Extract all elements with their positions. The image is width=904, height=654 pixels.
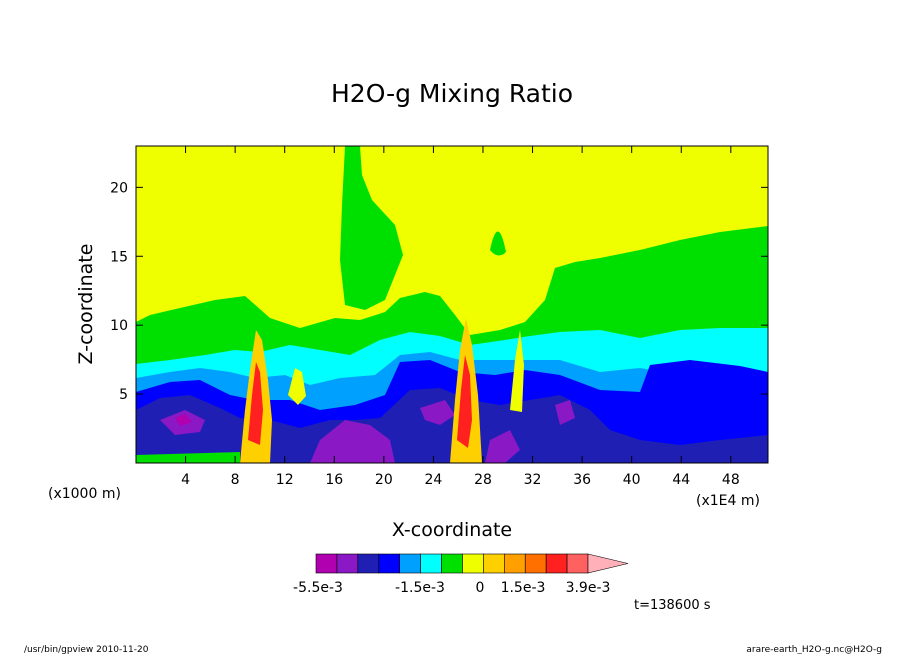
tower-left-core [248, 362, 263, 445]
x-unit-note: (x1000 m) [48, 486, 121, 502]
surface-green [136, 452, 240, 463]
x-tick-label-7: 32 [524, 472, 542, 488]
x-tick-label-5: 24 [424, 472, 442, 488]
contour-green-upper [340, 146, 403, 310]
contour-purple-3 [420, 400, 455, 425]
colorbar-swatch-4 [399, 553, 421, 574]
contour-purple-4 [485, 430, 520, 463]
colorbar-swatch-1 [336, 553, 359, 574]
colorbar-swatch-8 [483, 553, 505, 574]
colorbar-swatch-10 [524, 553, 547, 574]
contour-purple-2 [310, 420, 395, 463]
y-tick-label-3: 20 [110, 180, 128, 196]
x-axis-label: X-coordinate [392, 519, 512, 541]
time-label: t=138600 s [634, 598, 711, 613]
y-tick-label-0: 5 [119, 387, 128, 403]
x-tick-label-3: 16 [325, 472, 343, 488]
contour-magenta [175, 414, 192, 426]
plume-yellow-2 [510, 330, 524, 412]
plot-area [136, 146, 768, 463]
x-tick-label-9: 40 [623, 472, 641, 488]
x-tick-label-6: 28 [474, 472, 492, 488]
y-tick-label-2: 15 [110, 249, 128, 265]
colorbar-swatch-0 [315, 553, 338, 574]
footer-left: /usr/bin/gpview 2010-11-20 [24, 645, 149, 654]
chart-title: H2O-g Mixing Ratio [331, 79, 573, 108]
x-scale-note: (x1E4 m) [696, 493, 760, 509]
tower-right-core [457, 355, 472, 448]
colorbar-swatch-7 [462, 553, 484, 574]
contour-purple-5 [555, 400, 575, 425]
colorbar-swatch-3 [378, 553, 400, 574]
x-ticks: 4 8 12 16 20 24 28 32 36 40 44 48 [181, 146, 740, 488]
colorbar [315, 553, 629, 574]
colorbar-arrow [587, 553, 629, 574]
colorbar-swatch-2 [357, 553, 380, 574]
x-tick-label-4: 20 [375, 472, 393, 488]
x-tick-label-11: 48 [722, 472, 740, 488]
x-tick-label-2: 12 [276, 472, 294, 488]
y-tick-label-1: 10 [110, 318, 128, 334]
colorbar-label-4: 3.9e-3 [566, 580, 611, 596]
colorbar-label-3: 1.5e-3 [501, 580, 546, 596]
y-ticks: 5 10 15 20 [110, 180, 768, 403]
colorbar-swatch-11 [545, 553, 568, 574]
colorbar-swatch-6 [441, 553, 463, 574]
colorbar-swatch-12 [566, 553, 589, 574]
x-tick-label-0: 4 [181, 472, 190, 488]
colorbar-label-0: -5.5e-3 [293, 580, 343, 596]
plume-yellow [288, 368, 306, 405]
colorbar-label-1: -1.5e-3 [395, 580, 445, 596]
colorbar-swatch-9 [504, 553, 526, 574]
x-tick-label-8: 36 [573, 472, 591, 488]
plot-frame [135, 145, 769, 464]
colorbar-swatch-5 [420, 553, 442, 574]
y-axis-label: Z-coordinate [75, 244, 97, 365]
contour-darkblue [136, 388, 768, 463]
colorbar-label-2: 0 [476, 580, 485, 596]
x-tick-label-1: 8 [231, 472, 240, 488]
footer-right: arare-earth_H2O-g.nc@H2O-g [746, 645, 882, 654]
contour-green-spot-2 [680, 254, 722, 271]
x-tick-label-10: 44 [672, 472, 690, 488]
colorbar-labels: -5.5e-3 -1.5e-3 0 1.5e-3 3.9e-3 [293, 580, 610, 596]
contour-green-spot [490, 231, 506, 256]
